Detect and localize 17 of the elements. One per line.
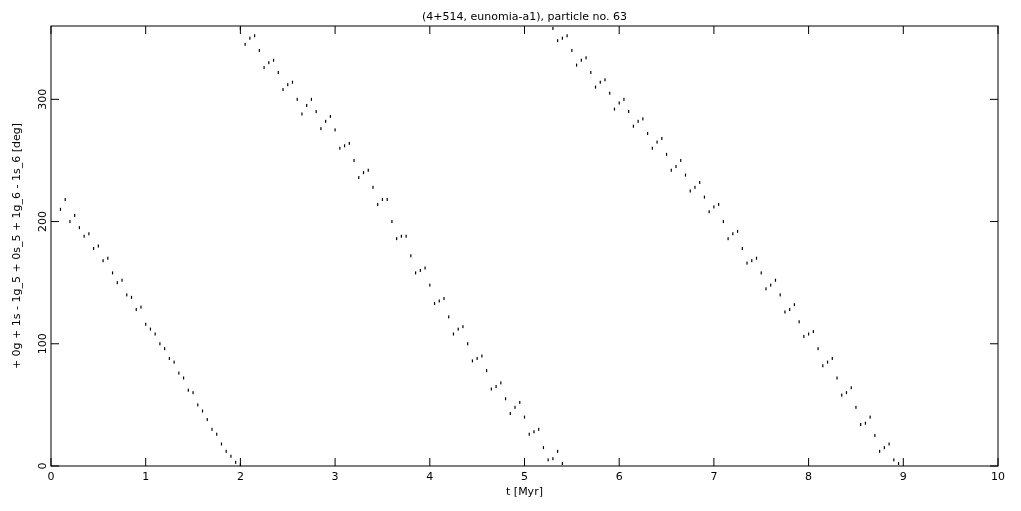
x-tick-label: 1	[142, 470, 150, 483]
y-tick-label: 300	[36, 88, 49, 110]
x-tick-label: 2	[236, 470, 244, 483]
x-axis-title: t [Myr]	[506, 485, 543, 498]
x-tick-label: 9	[899, 470, 907, 483]
x-tick-label: 5	[521, 470, 528, 483]
x-tick-label: 3	[331, 470, 339, 483]
x-tick-label: 6	[615, 470, 623, 483]
y-tick-label: 100	[36, 333, 49, 355]
x-tick-label: 7	[710, 470, 718, 483]
x-tick-label: 4	[426, 470, 434, 483]
y-tick-label: 0	[36, 462, 49, 470]
y-tick-label: 200	[36, 211, 49, 233]
x-tick-label: 8	[805, 470, 813, 483]
x-tick-label: 10	[991, 470, 1005, 483]
chart-title: (4+514, eunomia-a1), particle no. 63	[422, 10, 627, 23]
y-axis-title: + 0g + 1s - 1g_5 + 0s_5 + 1g_6 - 1s_6 [deg]	[10, 122, 23, 370]
